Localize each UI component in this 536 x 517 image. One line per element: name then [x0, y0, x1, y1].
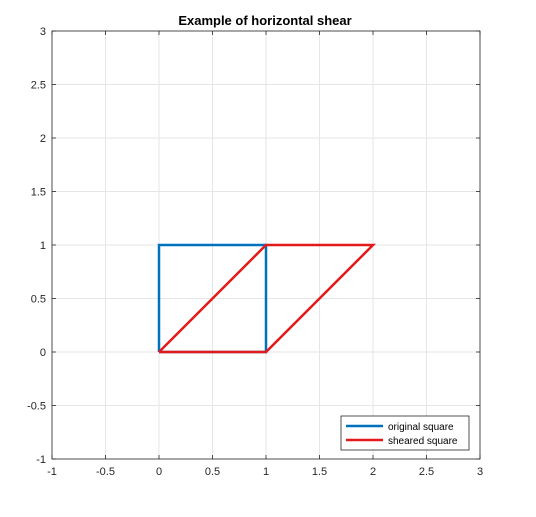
legend-label-1: sheared square: [388, 436, 458, 447]
chart-title: Example of horizontal shear: [178, 13, 351, 28]
y-tick-label: -0.5: [27, 401, 46, 413]
y-tick-label: 2: [40, 133, 46, 145]
y-tick-label: -1: [36, 454, 46, 466]
legend: original square sheared square: [340, 415, 470, 451]
x-tick-label: -1: [47, 466, 57, 478]
y-tick-label: 0: [40, 347, 46, 359]
legend-label-0: original square: [388, 422, 454, 433]
y-tick-label: 1: [40, 240, 46, 252]
y-tick-label: 0.5: [31, 294, 46, 306]
series-layer: [157, 243, 377, 354]
series-line-1: [158, 243, 377, 354]
x-tick-label: 1: [263, 466, 269, 478]
x-tick-label: -0.5: [96, 466, 115, 478]
x-tick-label: 2: [370, 466, 376, 478]
y-tick-label: 1.5: [31, 187, 46, 199]
legend-box: [340, 415, 470, 451]
x-tick-label: 0.5: [205, 466, 220, 478]
x-tick-label: 3: [477, 466, 483, 478]
x-tick-label: 1.5: [312, 466, 327, 478]
axes: -1 -0.5 0 0.5 1 1.5 2 2.5 3 -1 -0.5 0 0.5 1 1.5 2 2.5 3: [27, 26, 483, 478]
x-tick-label: 2.5: [419, 466, 434, 478]
x-tick-label: 0: [156, 466, 162, 478]
y-tick-label: 3: [40, 26, 46, 38]
y-tick-label: 2.5: [31, 80, 46, 92]
